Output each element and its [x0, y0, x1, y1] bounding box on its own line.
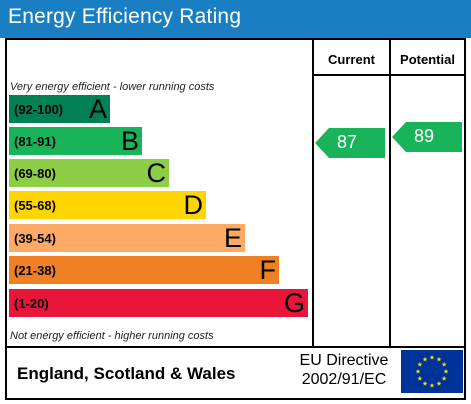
flag-star	[429, 354, 435, 360]
flag-star	[443, 368, 449, 374]
band-range: (92-100)	[14, 102, 64, 117]
band-d: (55-68) D	[9, 191, 206, 219]
flag-star	[417, 361, 423, 367]
flag-star	[429, 382, 435, 388]
band-letter: F	[259, 255, 277, 285]
eu-directive: EU Directive 2002/91/EC	[290, 351, 398, 389]
flag-star	[422, 356, 428, 362]
band-e: (39-54) E	[9, 224, 245, 252]
directive-line-1: EU Directive	[299, 352, 389, 369]
band-letter: C	[146, 158, 167, 188]
band-range: (81-91)	[14, 134, 56, 149]
band-letter: D	[183, 190, 204, 220]
band-f: (21-38) F	[9, 256, 279, 284]
band-b: (81-91) B	[9, 127, 142, 155]
current-rating-arrow: 87	[315, 128, 385, 158]
flag-star	[441, 361, 447, 367]
band-c: (69-80) C	[9, 159, 169, 187]
efficient-note: Very energy efficient - lower running co…	[10, 81, 215, 93]
band-letter: G	[283, 288, 305, 318]
region-label: England, Scotland & Wales	[17, 364, 236, 383]
current-column-header: Current	[328, 52, 375, 67]
band-letter: E	[223, 223, 242, 253]
band-letter: B	[120, 126, 139, 156]
header-divider	[312, 74, 464, 76]
flag-star	[441, 375, 447, 381]
flag-star	[436, 356, 442, 362]
eu-flag-icon	[401, 350, 463, 393]
band-range: (69-80)	[14, 166, 56, 181]
flag-star	[417, 375, 423, 381]
potential-column-divider	[389, 40, 391, 348]
potential-rating-value: 89	[414, 126, 435, 146]
band-range: (55-68)	[14, 198, 56, 213]
title-bar: Energy Efficiency Rating	[0, 0, 471, 38]
eu-flag-stars	[415, 354, 449, 388]
band-letter: A	[88, 94, 107, 124]
band-a: (92-100) A	[9, 95, 110, 123]
flag-star	[436, 381, 442, 386]
band-range: (39-54)	[14, 231, 56, 246]
flag-star	[415, 368, 421, 374]
potential-column-header: Potential	[400, 52, 455, 67]
inefficient-note: Not energy efficient - higher running co…	[10, 330, 214, 342]
footer-divider	[7, 346, 464, 348]
band-g: (1-20) G	[9, 289, 308, 317]
band-range: (1-20)	[14, 296, 49, 311]
page-title: Energy Efficiency Rating	[8, 5, 242, 28]
current-column-divider	[312, 40, 314, 348]
flag-star	[422, 381, 428, 386]
directive-line-2: 2002/91/EC	[301, 371, 387, 388]
rating-chart: Current Potential Very energy efficient …	[5, 38, 466, 400]
current-rating-value: 87	[337, 132, 358, 152]
band-range: (21-38)	[14, 263, 56, 278]
potential-rating-arrow: 89	[392, 122, 462, 152]
